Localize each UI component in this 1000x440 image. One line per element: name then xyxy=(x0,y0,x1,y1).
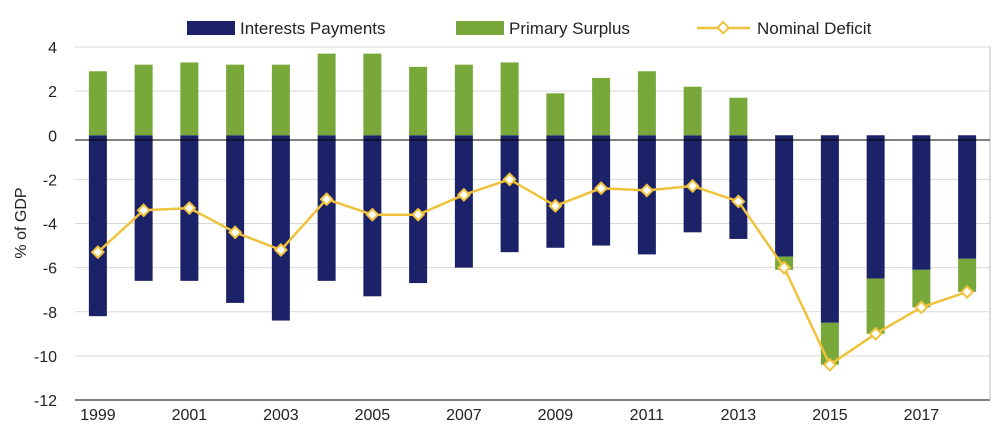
nominal-deficit-line xyxy=(97,178,968,366)
y-tick-label: 2 xyxy=(48,84,57,101)
y-tick-label: -8 xyxy=(43,305,57,322)
y-tick-label: -2 xyxy=(43,172,57,189)
bar-primary-surplus xyxy=(180,62,199,136)
nominal-deficit-point xyxy=(365,207,380,222)
nominal-deficit-line-group xyxy=(90,172,975,372)
gridlines xyxy=(75,46,990,401)
x-tick-label: 2011 xyxy=(630,407,665,424)
legend-swatch-primary-surplus xyxy=(456,21,504,35)
bar-primary-surplus xyxy=(866,278,885,334)
bar-primary-surplus xyxy=(546,93,565,136)
bar-primary-surplus xyxy=(226,64,245,136)
legend-label-nominal-deficit: Nominal Deficit xyxy=(757,19,872,38)
legend-item-nominal-deficit: Nominal Deficit xyxy=(697,19,872,38)
bar-primary-surplus xyxy=(912,269,931,308)
bar-interests-payments xyxy=(866,135,885,279)
nominal-deficit-point xyxy=(502,172,517,187)
legend-item-interests-payments: Interests Payments xyxy=(187,19,386,38)
bar-interests-payments xyxy=(775,135,794,257)
nominal-deficit-point xyxy=(594,181,609,196)
x-tick-labels: 1999 2001 2003 2005 2007 2009 2011 2013 2015 2017 xyxy=(80,407,939,424)
x-tick-label: 2003 xyxy=(263,407,299,424)
x-tick-label: 2001 xyxy=(172,407,208,424)
legend-label-interests-payments: Interests Payments xyxy=(240,19,386,38)
bar-interests-payments xyxy=(958,135,977,259)
bar-interests-payments xyxy=(271,135,290,321)
nominal-deficit-point xyxy=(777,260,792,275)
bar-primary-surplus xyxy=(454,64,473,136)
nominal-deficit-point xyxy=(685,178,700,194)
y-tick-label: 4 xyxy=(48,40,57,57)
x-tick-label: 2009 xyxy=(538,407,574,424)
legend: Interests Payments Primary Surplus Nomin… xyxy=(187,19,872,38)
y-tick-labels: 4 2 0 -2 -4 -6 -8 -10 -12 xyxy=(34,40,57,410)
x-tick-label: 2007 xyxy=(446,407,482,424)
bar-primary-surplus xyxy=(958,258,977,292)
y-tick-label: -10 xyxy=(34,349,57,366)
x-tick-label: 2013 xyxy=(721,407,757,424)
axes xyxy=(75,47,991,401)
legend-swatch-interests-payments xyxy=(187,21,235,35)
x-tick-label: 2015 xyxy=(812,407,848,424)
y-axis-title: % of GDP xyxy=(13,187,30,258)
bar-primary-surplus xyxy=(363,53,382,136)
legend-item-primary-surplus: Primary Surplus xyxy=(456,19,630,38)
nominal-deficit-point xyxy=(319,192,334,207)
bar-primary-surplus xyxy=(683,86,702,136)
nominal-deficit-point xyxy=(731,194,746,209)
y-tick-label: -6 xyxy=(43,261,57,278)
nominal-deficit-point xyxy=(90,245,105,260)
bar-primary-surplus xyxy=(271,64,290,136)
x-tick-label: 2017 xyxy=(904,407,940,424)
x-tick-label: 2005 xyxy=(355,407,391,424)
bar-interests-payments xyxy=(912,135,931,270)
bar-primary-surplus xyxy=(592,77,611,136)
bar-interests-payments xyxy=(500,135,519,253)
bar-primary-surplus xyxy=(637,71,656,136)
y-tick-label: 0 xyxy=(48,128,57,145)
bars xyxy=(88,53,977,365)
bar-interests-payments xyxy=(88,135,107,317)
bar-primary-surplus xyxy=(409,66,428,136)
legend-marker-nominal-deficit xyxy=(716,20,731,35)
x-tick-label: 1999 xyxy=(80,407,116,424)
bar-interests-payments xyxy=(317,135,336,281)
y-tick-label: -12 xyxy=(34,393,57,410)
bar-interests-payments xyxy=(820,135,839,323)
nominal-deficit-point xyxy=(914,300,929,315)
bar-interests-payments xyxy=(729,135,748,239)
nominal-deficit-point xyxy=(182,200,197,216)
bar-primary-surplus xyxy=(729,97,748,136)
bar-primary-surplus xyxy=(134,64,153,136)
bar-primary-surplus xyxy=(500,62,519,136)
bar-interests-payments xyxy=(226,135,245,303)
nominal-deficit-point xyxy=(228,225,243,240)
bar-primary-surplus xyxy=(88,71,107,136)
bar-interests-payments xyxy=(546,135,565,248)
nominal-deficit-point xyxy=(456,187,471,202)
bar-primary-surplus xyxy=(317,53,336,136)
nominal-deficit-point xyxy=(273,242,288,258)
nominal-deficit-point xyxy=(411,207,426,222)
legend-label-primary-surplus: Primary Surplus xyxy=(509,19,630,38)
nominal-deficit-point xyxy=(548,198,563,213)
nominal-deficit-point xyxy=(136,203,151,218)
nominal-deficit-point xyxy=(822,357,837,372)
nominal-deficit-point xyxy=(868,326,883,341)
nominal-deficit-point xyxy=(960,284,975,299)
nominal-deficit-point xyxy=(639,183,654,198)
y-tick-label: -4 xyxy=(43,217,57,234)
